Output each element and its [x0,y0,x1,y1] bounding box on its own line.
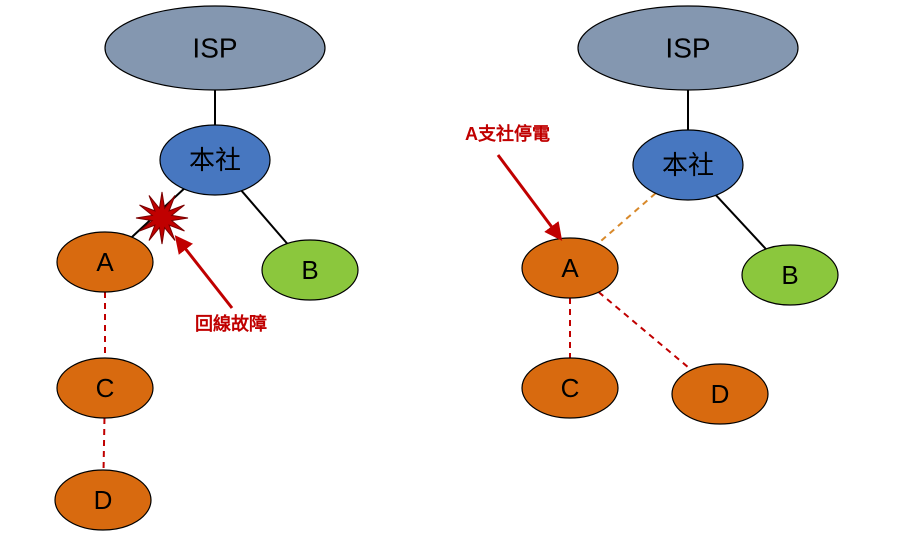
bursts-layer [136,192,188,244]
edge [599,292,692,370]
annotation-arrow [177,238,232,308]
node-label-b: B [781,260,798,290]
node-right-d: D [672,364,768,424]
annotation-text: 回線故障 [195,313,267,334]
annotation-arrow [498,155,560,238]
node-label-d: D [94,485,113,515]
node-label-c: C [561,373,580,403]
node-left-hq: 本社 [160,125,270,195]
node-left-c: C [57,358,153,418]
network-diagram: ISP 本社 A B C D ISP 本社 A B C D 回線故障 A支社停電 [0,0,902,541]
node-right-c: C [522,358,618,418]
node-label-hq: 本社 [662,150,714,180]
node-label-a: A [561,253,579,283]
node-label-hq: 本社 [189,145,241,175]
node-label-d: D [711,379,730,409]
node-label-isp: ISP [665,33,710,64]
node-label-b: B [301,255,318,285]
node-right-a: A [522,238,618,298]
edge [241,191,287,244]
node-right-isp: ISP [578,6,798,90]
node-left-isp: ISP [105,6,325,90]
node-label-a: A [96,247,114,277]
node-left-a: A [57,232,153,292]
edge [104,418,105,470]
edge [716,195,766,249]
annotation-text: A支社停電 [465,123,550,144]
node-label-c: C [96,373,115,403]
edge [598,193,656,243]
burst-icon [136,192,188,244]
node-label-isp: ISP [192,33,237,64]
node-left-d: D [55,470,151,530]
node-right-b: B [742,245,838,305]
nodes-layer: ISP 本社 A B C D ISP 本社 A B C D [55,6,838,530]
node-right-hq: 本社 [633,130,743,200]
node-left-b: B [262,240,358,300]
